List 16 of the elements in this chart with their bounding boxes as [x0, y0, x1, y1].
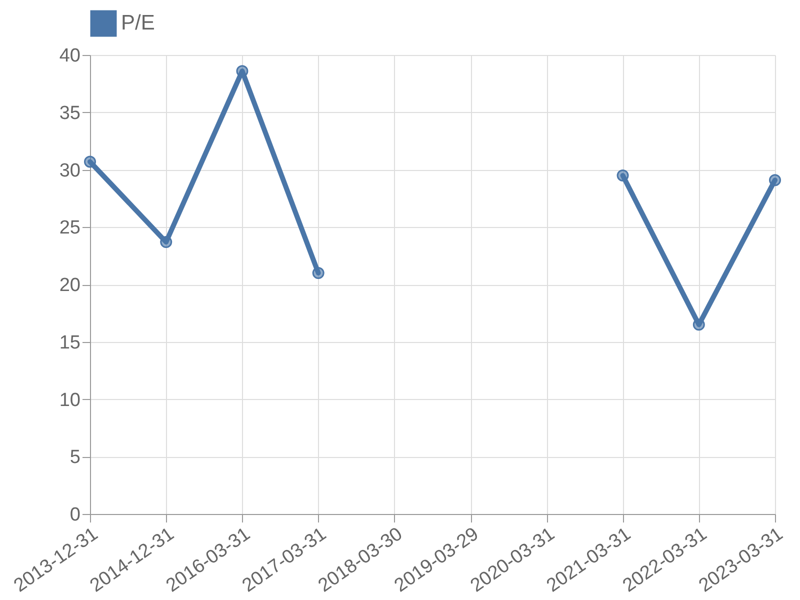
point — [84, 156, 96, 168]
y-tick-label: 10 — [59, 390, 80, 411]
y-tick-label: 15 — [59, 332, 80, 354]
legend-label: P/E — [121, 12, 155, 34]
y-tick-label: 20 — [59, 275, 80, 296]
point — [312, 267, 324, 280]
y-tick-label: 35 — [59, 102, 80, 124]
point — [160, 236, 172, 248]
y-tick-label: 30 — [59, 160, 80, 182]
y-tick-label: 0 — [70, 504, 80, 526]
point — [692, 318, 705, 331]
point — [769, 174, 781, 186]
y-tick-label: 5 — [70, 447, 80, 468]
point — [616, 170, 629, 182]
y-tick-label: 40 — [59, 46, 80, 66]
y-tick-label: 25 — [59, 218, 80, 239]
